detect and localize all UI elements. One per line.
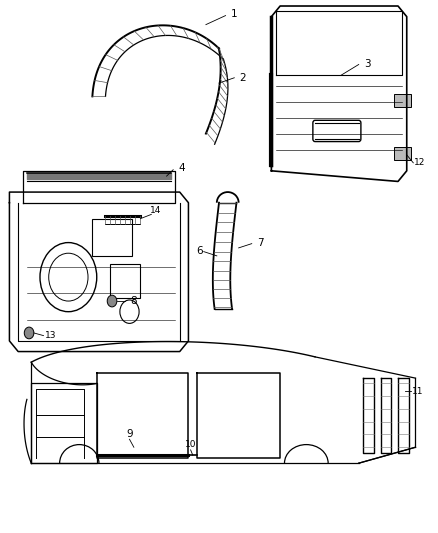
Text: 7: 7: [257, 238, 264, 247]
Text: 1: 1: [231, 9, 237, 19]
Text: 10: 10: [185, 440, 196, 449]
Text: 6: 6: [196, 246, 203, 255]
Text: 13: 13: [45, 331, 57, 340]
Circle shape: [107, 295, 117, 307]
Bar: [92, 219, 132, 256]
Text: 12: 12: [414, 158, 426, 167]
Text: 4: 4: [179, 163, 185, 173]
Bar: [394, 94, 411, 107]
Circle shape: [24, 327, 34, 339]
Text: 3: 3: [364, 60, 371, 69]
Text: 8: 8: [131, 296, 137, 306]
Text: 14: 14: [150, 206, 161, 215]
Text: 2: 2: [240, 73, 246, 83]
Text: 11: 11: [412, 387, 424, 396]
Bar: [110, 264, 141, 298]
Text: 9: 9: [126, 429, 133, 439]
Bar: [394, 147, 411, 160]
